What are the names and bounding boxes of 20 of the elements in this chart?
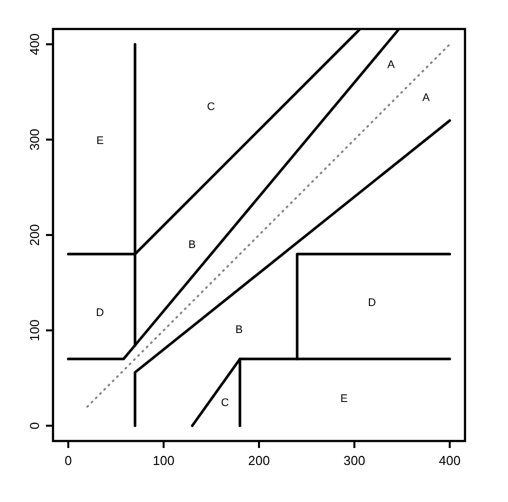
x-tick-label: 400 <box>438 453 461 468</box>
annotation: C <box>207 100 216 113</box>
annotation: E <box>96 134 104 147</box>
annotation: C <box>221 396 230 409</box>
annotation: D <box>368 296 376 309</box>
x-tick-label: 300 <box>344 453 366 468</box>
annotation: B <box>235 324 243 336</box>
y-tick-label: 300 <box>27 128 42 150</box>
annotation: A <box>387 58 396 71</box>
x-tick-label: 200 <box>248 453 270 468</box>
x-tick-label: 0 <box>64 453 72 468</box>
y-tick-label: 0 <box>27 422 42 430</box>
annotation: A <box>422 92 430 104</box>
y-tick-label: 200 <box>27 224 42 246</box>
y-tick-label: 400 <box>27 33 42 56</box>
y-tick-label: 100 <box>27 320 42 342</box>
annotation: D <box>96 306 104 319</box>
x-tick-label: 100 <box>152 453 174 468</box>
annotation: B <box>188 238 196 251</box>
annotation: E <box>340 392 348 405</box>
